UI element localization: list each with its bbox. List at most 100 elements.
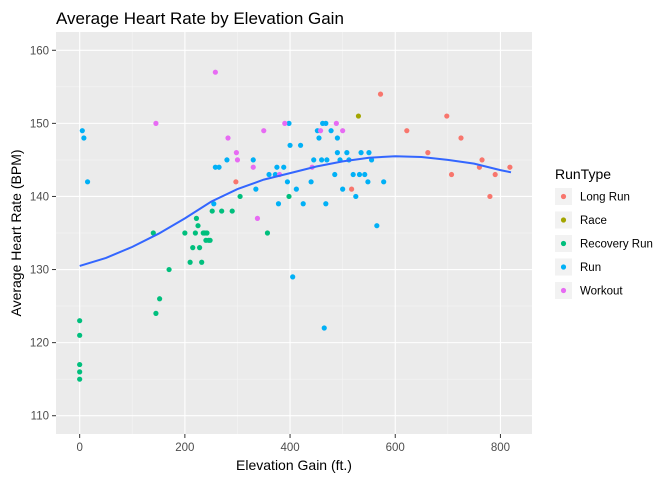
point-run [287, 142, 293, 148]
point-recovery-run [219, 208, 225, 214]
x-tick-label: 200 [175, 442, 194, 454]
point-run [253, 186, 259, 192]
point-run [350, 171, 356, 178]
point-long-run [404, 128, 410, 134]
point-recovery-run [190, 245, 196, 251]
point-run [250, 157, 256, 163]
y-tick-label: 130 [30, 265, 49, 277]
x-tick-label: 600 [386, 442, 405, 454]
point-run [216, 164, 222, 170]
point-recovery-run [192, 230, 198, 236]
y-axis-ticks: 110 120 130 140 150 160 [30, 45, 56, 423]
point-recovery-run [150, 230, 156, 236]
point-workout [261, 128, 267, 134]
point-run [366, 150, 372, 156]
point-run [324, 157, 330, 163]
point-workout [333, 120, 339, 126]
point-long-run [425, 150, 431, 156]
point-recovery-run [182, 230, 188, 236]
point-run [381, 179, 387, 185]
point-run [286, 120, 292, 126]
point-run [297, 142, 304, 148]
point-recovery-run [229, 208, 235, 214]
point-run [311, 157, 317, 163]
point-run [319, 157, 325, 163]
point-recovery-run [77, 369, 83, 375]
legend-swatch-recovery-run [560, 240, 567, 247]
point-run [365, 179, 371, 185]
point-long-run [448, 171, 455, 178]
point-run [353, 193, 359, 200]
point-recovery-run [166, 266, 172, 273]
point-recovery-run [196, 245, 203, 251]
legend-items: Long Run Race Recovery Run Run Workout [555, 188, 653, 299]
point-workout [153, 120, 159, 126]
y-tick-label: 110 [31, 411, 49, 423]
y-axis-title: Average Heart Rate (BPM) [8, 149, 24, 316]
point-run [308, 179, 314, 185]
x-tick-label: 800 [491, 442, 510, 454]
point-workout [282, 120, 288, 126]
point-run [334, 135, 340, 141]
point-run [81, 135, 87, 141]
point-recovery-run [77, 318, 83, 324]
point-run [334, 150, 340, 156]
point-workout [233, 150, 240, 156]
point-recovery-run [286, 193, 292, 200]
point-recovery-run [77, 361, 83, 368]
x-axis-ticks: 0 200 400 600 800 [76, 434, 510, 454]
point-recovery-run [77, 332, 83, 338]
point-race [355, 113, 362, 119]
point-run [274, 164, 280, 170]
legend-swatch-run [560, 264, 567, 270]
legend-swatch-race [560, 217, 567, 223]
point-recovery-run [153, 310, 159, 316]
point-run [211, 201, 217, 207]
point-run [358, 150, 364, 156]
point-run [356, 171, 363, 178]
point-run [224, 157, 230, 163]
point-long-run [233, 179, 239, 185]
point-workout [254, 215, 261, 221]
point-long-run [492, 171, 498, 178]
x-tick-label: 400 [280, 442, 299, 454]
point-recovery-run [195, 223, 201, 229]
point-run [293, 186, 299, 192]
point-run [323, 201, 329, 207]
point-workout [212, 69, 218, 75]
y-tick-label: 120 [30, 338, 49, 350]
point-recovery-run [187, 259, 193, 265]
point-run [316, 135, 322, 141]
point-recovery-run [209, 208, 215, 214]
point-run [362, 171, 368, 178]
point-workout [225, 135, 231, 141]
legend: RunType Long Run Race Recovery Run Run Worko… [555, 166, 653, 299]
legend-label-long-run: Long Run [580, 192, 630, 204]
point-run [281, 164, 287, 170]
legend-label-run: Run [580, 262, 601, 274]
point-run [79, 128, 85, 134]
x-tick-label: 0 [76, 442, 82, 454]
point-recovery-run [207, 237, 213, 243]
point-recovery-run [264, 230, 271, 236]
point-long-run [507, 164, 513, 170]
point-run [328, 128, 334, 134]
point-recovery-run [204, 230, 210, 236]
point-workout [340, 128, 346, 134]
point-run [300, 201, 306, 207]
point-run [374, 223, 380, 229]
point-long-run [444, 113, 450, 119]
point-run [323, 120, 329, 126]
point-long-run [479, 157, 485, 163]
data-points [77, 69, 513, 382]
smooth-trend-line [79, 155, 512, 267]
point-workout [317, 128, 324, 134]
chart-title: Average Heart Rate by Elevation Gain [56, 9, 344, 28]
point-recovery-run [157, 296, 163, 302]
point-run [340, 186, 346, 192]
point-long-run [487, 193, 493, 200]
point-run [290, 274, 296, 280]
point-recovery-run [237, 193, 243, 200]
point-run [344, 150, 350, 156]
